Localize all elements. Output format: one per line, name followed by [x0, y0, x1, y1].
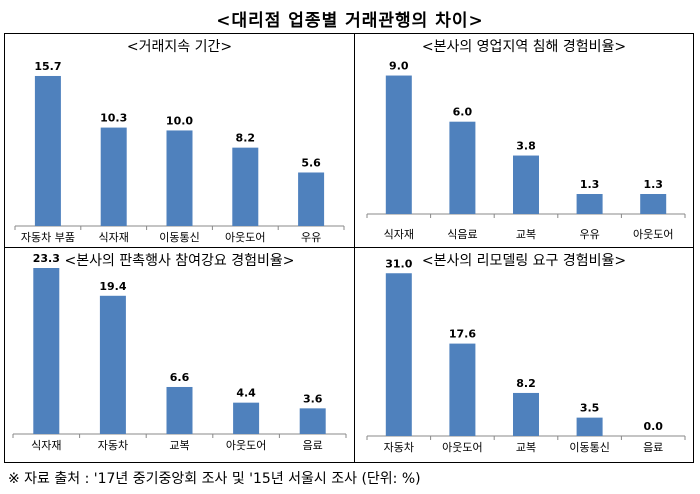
category-label: 교복 — [516, 441, 536, 454]
chart-panel-remodeling: <본사의 리모델링 요구 경험비율> 31.0 자동차 17.6 아웃도어 8.2 교복 3… — [355, 248, 693, 462]
category-label: 우유 — [301, 231, 321, 244]
bar-chart-remodeling: 31.0 자동차 17.6 아웃도어 8.2 교복 3.5 이동통신 0.0 음료 — [366, 257, 686, 454]
category-label: 식자재 — [384, 228, 414, 241]
data-label: 15.7 — [34, 60, 61, 73]
category-label: 아웃도어 — [442, 441, 482, 454]
chart-grid: <거래지속 기간> 15.7 자동차 부품 10.3 식자재 10.0 이동통신 8.2 아웃… — [4, 33, 694, 463]
data-label: 0.0 — [643, 420, 663, 433]
bar — [233, 402, 260, 434]
category-label: 자동차 — [384, 441, 414, 454]
bar — [299, 408, 326, 434]
bar — [298, 172, 325, 226]
category-label: 자동차 — [98, 439, 128, 452]
bar — [576, 417, 603, 436]
bar — [232, 147, 259, 226]
grid-divider-vertical — [354, 34, 355, 462]
data-label: 6.6 — [170, 371, 190, 384]
bar — [166, 386, 193, 434]
data-label: 6.0 — [453, 106, 473, 119]
bar — [100, 127, 127, 226]
bar — [34, 75, 61, 226]
bar — [640, 194, 667, 214]
category-label: 식자재 — [31, 439, 61, 452]
data-label: 1.3 — [643, 178, 663, 191]
bar — [385, 75, 412, 215]
data-label: 1.3 — [580, 178, 600, 191]
data-label: 8.2 — [516, 377, 536, 390]
data-label: 3.5 — [580, 402, 600, 415]
data-label: 23.3 — [33, 252, 60, 265]
source-footnote: ※ 자료 출처 : '17년 중기중앙회 조사 및 '15년 서울시 조사 (단… — [8, 471, 421, 487]
data-label: 3.8 — [516, 140, 536, 153]
bar — [449, 343, 476, 436]
category-label: 음료 — [303, 439, 323, 452]
main-title: <대리점 업종별 거래관행의 차이> — [216, 11, 484, 31]
data-label: 3.6 — [303, 392, 323, 405]
data-label: 10.3 — [100, 112, 127, 125]
bar-chart-duration: 15.7 자동차 부품 10.3 식자재 10.0 이동통신 8.2 아웃도어 5.6 우유 — [14, 60, 345, 244]
bar — [449, 121, 476, 214]
data-label: 10.0 — [166, 114, 193, 127]
category-label: 아웃도어 — [225, 231, 265, 244]
chart-title: <본사의 리모델링 요구 경험비율> — [421, 253, 627, 269]
bar-chart-promotion: 23.3 식자재 19.4 자동차 6.6 교복 4.4 아웃도어 3.6 음료 — [12, 252, 347, 452]
bar — [576, 194, 603, 214]
category-label: 자동차 부품 — [21, 231, 75, 244]
category-label: 아웃도어 — [633, 228, 673, 241]
category-label: 식음료 — [447, 228, 477, 241]
data-label: 31.0 — [385, 257, 412, 270]
chart-panel-duration: <거래지속 기간> 15.7 자동차 부품 10.3 식자재 10.0 이동통신 8.2 아웃… — [5, 34, 354, 247]
bar — [33, 268, 60, 434]
category-label: 이동통신 — [159, 231, 199, 244]
data-label: 17.6 — [449, 328, 476, 341]
category-label: 아웃도어 — [226, 439, 266, 452]
chart-title: <본사의 판촉행사 참여강요 경험비율> — [64, 253, 295, 269]
grid-divider-horizontal — [5, 247, 693, 248]
category-label: 음료 — [643, 441, 663, 454]
bar-chart-territory: 9.0 식자재 6.0 식음료 3.8 교복 1.3 우유 1.3 아웃도어 — [366, 60, 686, 241]
data-label: 19.4 — [99, 280, 126, 293]
chart-title: <본사의 영업지역 침해 경험비율> — [421, 39, 627, 55]
bar — [99, 295, 126, 434]
category-label: 이동통신 — [569, 441, 609, 454]
bar — [513, 392, 539, 436]
chart-panel-territory: <본사의 영업지역 침해 경험비율> 9.0 식자재 6.0 식음료 3.8 교복 1.3 우… — [355, 34, 693, 247]
bar — [385, 273, 412, 436]
data-label: 4.4 — [236, 387, 256, 400]
category-label: 식자재 — [99, 231, 129, 244]
chart-title: <거래지속 기간> — [126, 39, 233, 55]
category-label: 교복 — [169, 439, 189, 452]
bar — [513, 155, 539, 214]
category-label: 우유 — [579, 228, 599, 241]
chart-panel-promotion: <본사의 판촉행사 참여강요 경험비율> 23.3 식자재 19.4 자동차 6.6 교복… — [5, 248, 354, 462]
bar — [166, 130, 193, 226]
category-label: 교복 — [516, 228, 536, 241]
data-label: 8.2 — [236, 132, 256, 145]
data-label: 5.6 — [301, 156, 321, 169]
data-label: 9.0 — [389, 60, 409, 73]
